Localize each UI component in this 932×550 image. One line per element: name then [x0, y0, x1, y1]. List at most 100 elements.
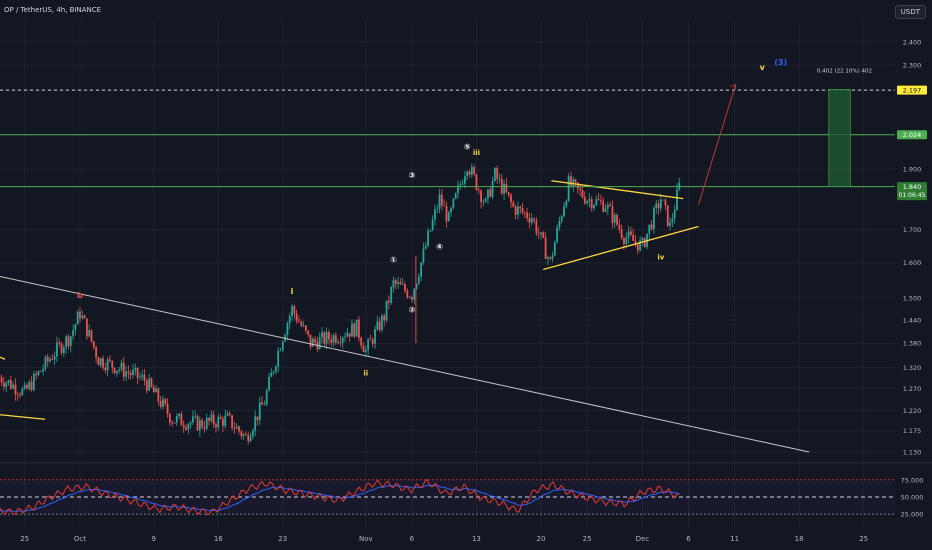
candle-body — [132, 370, 134, 376]
wave-label: ③ — [409, 171, 416, 180]
candle-body — [65, 336, 68, 348]
candle-body — [563, 206, 565, 217]
candle-body — [408, 297, 411, 298]
wave-label: ii — [363, 370, 368, 378]
candle-body — [293, 306, 296, 314]
candle-body — [291, 306, 293, 316]
candle-body — [129, 373, 132, 376]
candle-body — [510, 195, 512, 203]
candle-body — [311, 338, 314, 347]
candle-body — [26, 384, 28, 389]
candle-body — [468, 171, 471, 175]
candle-body — [67, 336, 70, 346]
candle-body — [537, 233, 540, 235]
candle-body — [551, 255, 554, 259]
candle-body — [56, 342, 58, 357]
candle-body — [604, 208, 607, 212]
currency-button[interactable]: USDT — [894, 5, 926, 19]
candle-body — [376, 321, 379, 330]
candle-body — [37, 371, 40, 376]
rsi-level-label: 25.000 — [901, 511, 924, 519]
candle-body — [452, 198, 455, 209]
candle-body — [300, 322, 303, 326]
candle-body — [616, 214, 618, 225]
candle-body — [383, 315, 386, 321]
candle-body — [480, 190, 482, 203]
candle-body — [332, 335, 335, 343]
candle-body — [141, 374, 144, 377]
candle-body — [261, 402, 263, 405]
candle-body — [498, 178, 501, 180]
candle-body — [298, 321, 300, 323]
projection-arrowhead — [730, 83, 737, 90]
candle-body — [556, 227, 559, 243]
candle-body — [634, 240, 637, 243]
candle-body — [530, 218, 533, 223]
candle-body — [602, 201, 605, 212]
candles — [0, 163, 681, 445]
candle-body — [217, 416, 220, 428]
candle-body — [461, 183, 464, 185]
candle-body — [639, 240, 641, 251]
candle-body — [288, 315, 291, 324]
candle-body — [44, 356, 47, 369]
candle-body — [104, 367, 107, 371]
triangle-lower-line — [543, 225, 699, 271]
candle-body — [182, 425, 185, 428]
candle-body — [134, 367, 137, 371]
candle-body — [579, 188, 582, 191]
candle-body — [613, 214, 616, 223]
candle-body — [286, 323, 289, 335]
candle-body — [666, 205, 669, 226]
candle-body — [491, 180, 494, 197]
candle-body — [353, 323, 356, 337]
price-tag-label: 2.197 — [903, 87, 922, 95]
candle-body — [122, 362, 125, 377]
wave-label: i — [291, 287, 294, 296]
candle-body — [445, 205, 448, 222]
y-tick-label: 1.440 — [903, 317, 922, 325]
candle-body — [157, 388, 160, 402]
candle-body — [625, 237, 628, 245]
candle-body — [422, 248, 425, 263]
candle-body — [653, 208, 655, 230]
candle-body — [148, 378, 151, 391]
candle-body — [3, 382, 5, 387]
candle-body — [482, 201, 485, 203]
candle-body — [341, 337, 344, 343]
candle-body — [69, 336, 72, 346]
candle-body — [235, 426, 238, 429]
candle-body — [560, 216, 563, 222]
candle-body — [512, 202, 515, 207]
candle-body — [523, 212, 526, 214]
candle-body — [364, 350, 367, 352]
x-tick-label: 6 — [410, 535, 415, 543]
candle-body — [623, 238, 625, 245]
candle-body — [632, 234, 635, 241]
candle-body — [346, 333, 349, 337]
y-tick-label: 1.270 — [903, 385, 922, 393]
candle-body — [454, 193, 457, 199]
candle-body — [328, 332, 330, 340]
candle-body — [648, 224, 651, 234]
candle-body — [102, 358, 104, 368]
candle-body — [168, 413, 171, 423]
candle-body — [228, 413, 231, 416]
candle-body — [431, 219, 434, 230]
candle-body — [136, 367, 139, 378]
candle-body — [357, 319, 360, 338]
candle-body — [155, 388, 157, 393]
trendline-yellow-edge — [0, 356, 6, 360]
candle-body — [254, 416, 257, 431]
candle-body — [475, 174, 478, 190]
candle-body — [95, 347, 98, 358]
candle-body — [496, 168, 499, 179]
candle-body — [127, 371, 130, 374]
candle-body — [304, 325, 307, 331]
candle-body — [443, 205, 446, 207]
candle-body — [203, 427, 206, 429]
candle-body — [417, 277, 420, 284]
candle-body — [90, 330, 93, 342]
candle-body — [413, 288, 416, 300]
